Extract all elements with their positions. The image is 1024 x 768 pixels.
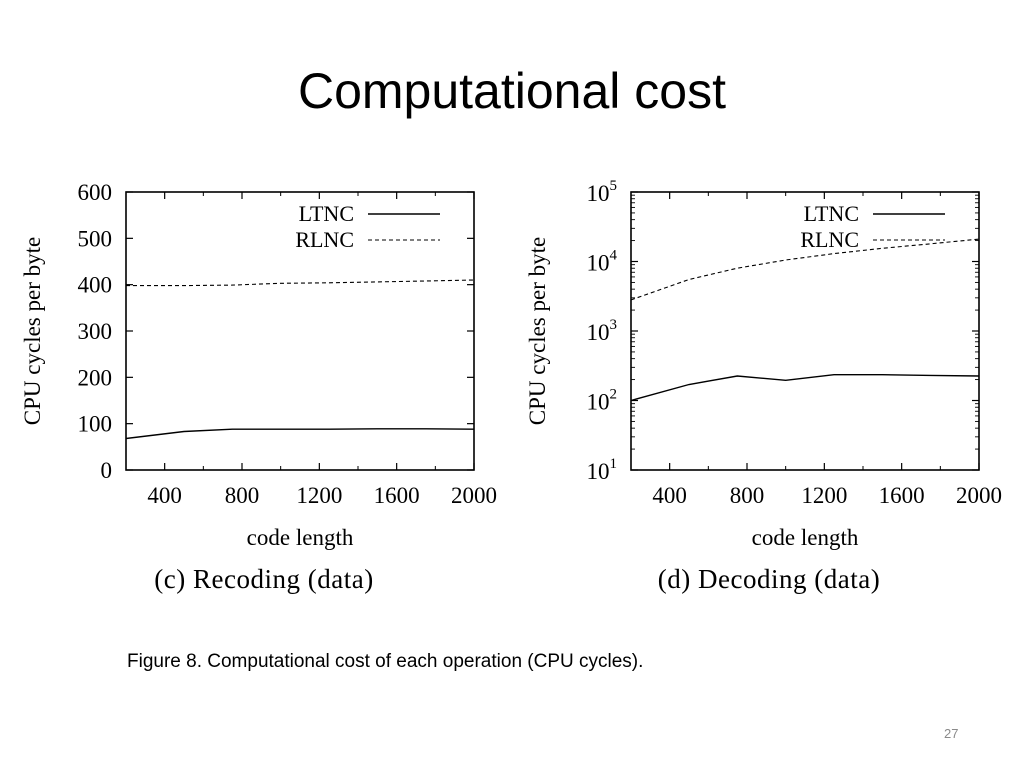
x-tick-label: 800	[225, 483, 260, 508]
series-line-rlnc	[630, 238, 980, 301]
y-tick-label: 100	[78, 412, 113, 437]
chart-subtitle: (d) Decoding (data)	[658, 564, 880, 594]
series-line-rlnc	[126, 279, 475, 287]
x-tick-label: 1200	[296, 483, 342, 508]
y-tick-label: 102	[587, 387, 618, 415]
slide-title: Computational cost	[297, 63, 726, 119]
y-tick-label: 600	[78, 180, 113, 205]
y-tick-label: 103	[587, 317, 618, 345]
y-tick-label: 500	[78, 226, 113, 251]
decoding-chart-svg: 400 800 1200 1600 2000 101 102 103 104 105 LTNCRLN…	[525, 178, 1002, 594]
y-tick-label: 101	[587, 456, 618, 484]
y-tick-label: 104	[587, 248, 618, 276]
legend-label-ltnc: LTNC	[804, 201, 859, 226]
x-tick-label: 400	[147, 483, 182, 508]
recoding-chart: 400 800 1200 1600 2000 0 100 200 300 400 500 600 LTN…	[10, 170, 510, 610]
y-axis-label: CPU cycles per byte	[20, 237, 45, 425]
series-line-ltnc	[125, 428, 475, 440]
x-axis-label: code length	[752, 525, 859, 550]
x-tick-label: 800	[730, 483, 765, 508]
y-axis-label: CPU cycles per byte	[525, 237, 550, 425]
x-tick-label: 2000	[956, 483, 1002, 508]
x-axis-label: code length	[247, 525, 354, 550]
legend-label-rlnc: RLNC	[295, 227, 354, 252]
x-tick-label: 1600	[879, 483, 925, 508]
y-tick-label: 200	[78, 365, 113, 390]
legend-label-ltnc: LTNC	[299, 201, 354, 226]
y-tick-label: 0	[101, 458, 113, 483]
x-tick-label: 1200	[801, 483, 847, 508]
x-tick-label: 1600	[374, 483, 420, 508]
y-tick-label: 105	[587, 178, 618, 206]
chart-subtitle: (c) Recoding (data)	[154, 564, 373, 594]
recoding-chart-svg: 400 800 1200 1600 2000 0 100 200 300 400 500 600 LTN…	[20, 180, 497, 594]
legend-label-rlnc: RLNC	[800, 227, 859, 252]
figure-caption: Figure 8. Computational cost of each ope…	[127, 651, 644, 672]
series-line-ltnc	[630, 373, 980, 402]
x-tick-label: 400	[652, 483, 687, 508]
decoding-chart: 400 800 1200 1600 2000 101 102 103 104 105 LTNC RLN…	[515, 170, 1015, 610]
y-tick-label: 400	[78, 273, 113, 298]
page-number: 27	[944, 726, 959, 741]
x-tick-label: 2000	[451, 483, 497, 508]
y-tick-label: 300	[78, 319, 113, 344]
